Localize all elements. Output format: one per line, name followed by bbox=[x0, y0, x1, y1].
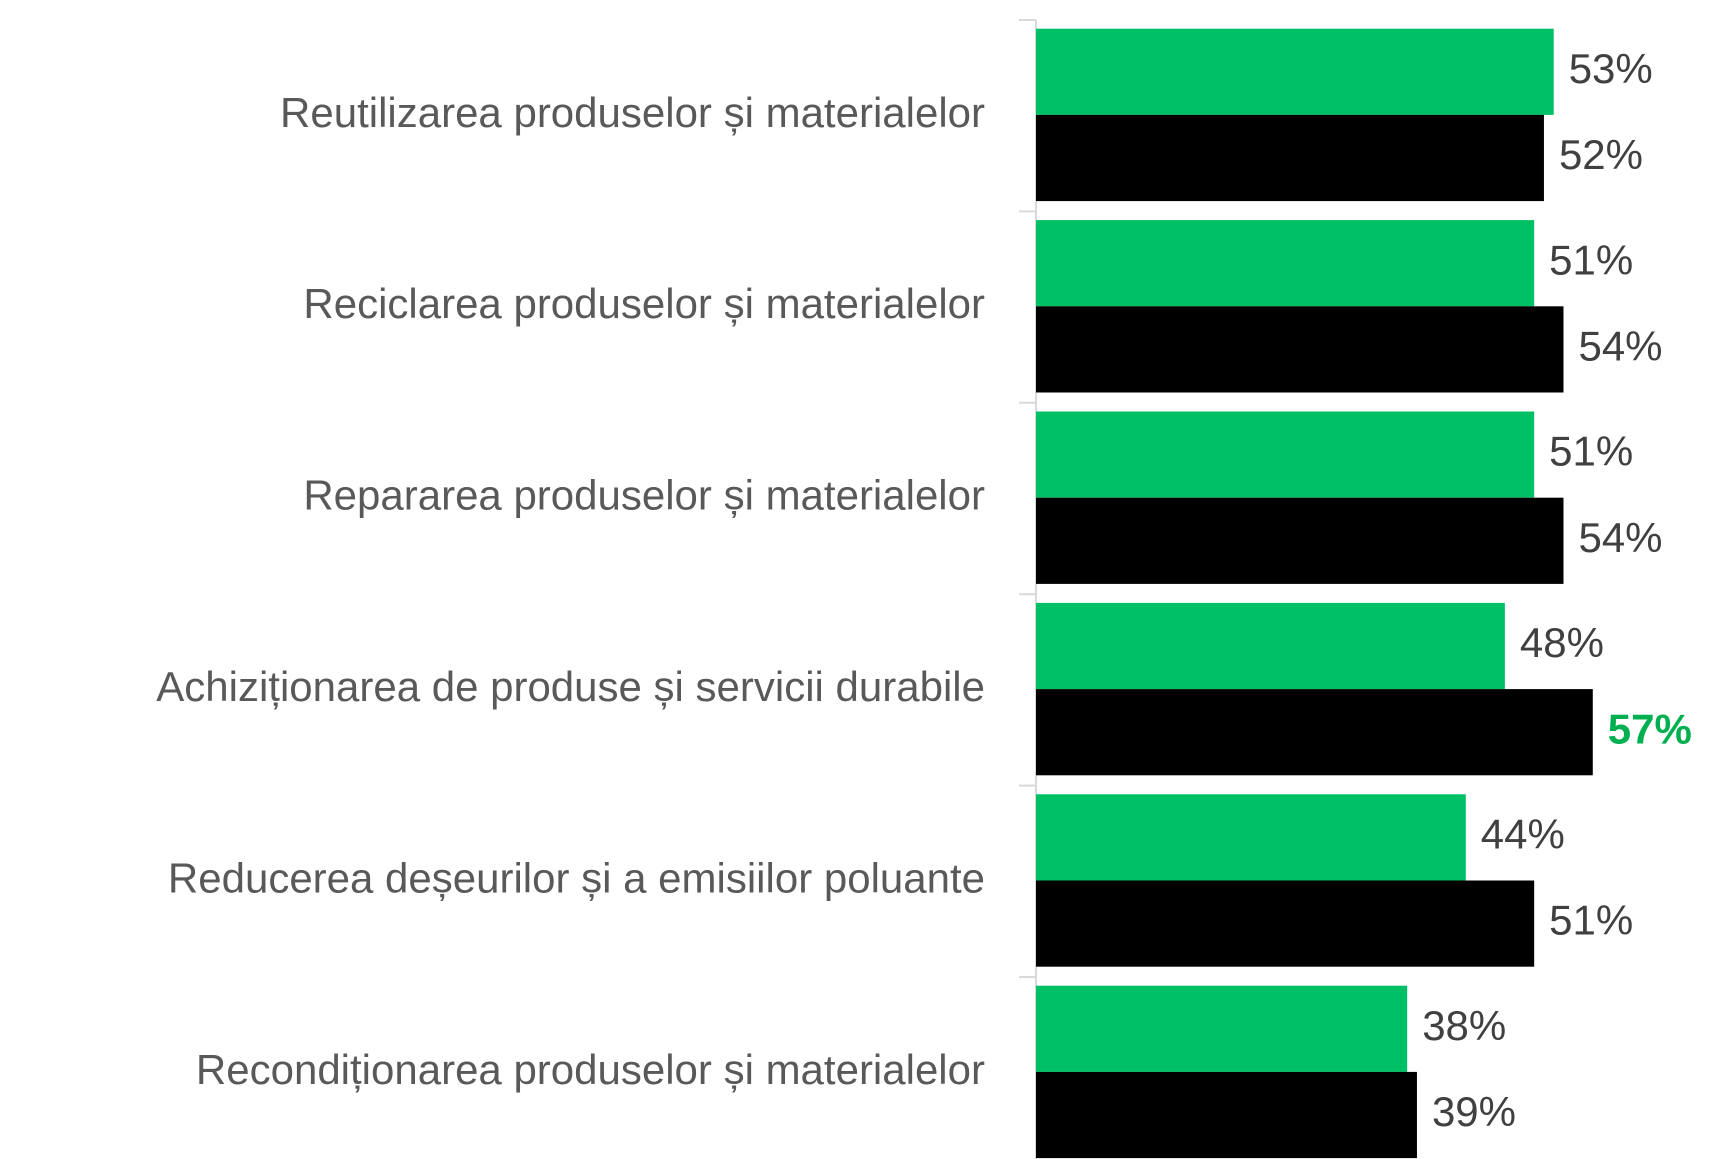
category-label: Repararea produselor și materialelor bbox=[303, 472, 985, 519]
bar bbox=[1036, 28, 1554, 115]
category-label: Reciclarea produselor și materialelor bbox=[303, 280, 985, 327]
value-label: 54% bbox=[1578, 514, 1662, 561]
category-label: Recondiționarea produselor și materialel… bbox=[196, 1046, 985, 1093]
value-label: 44% bbox=[1481, 810, 1565, 857]
value-label: 48% bbox=[1520, 619, 1604, 666]
value-label: 51% bbox=[1549, 897, 1633, 944]
value-label: 51% bbox=[1549, 236, 1633, 283]
value-label: 57% bbox=[1608, 705, 1692, 752]
value-label: 52% bbox=[1559, 131, 1643, 178]
value-label: 54% bbox=[1578, 322, 1662, 369]
bar bbox=[1036, 880, 1535, 967]
bar bbox=[1036, 411, 1535, 498]
bar bbox=[1036, 220, 1535, 307]
value-label: 51% bbox=[1549, 428, 1633, 475]
category-label: Achiziționarea de produse și servicii du… bbox=[156, 663, 985, 710]
value-label: 39% bbox=[1432, 1088, 1516, 1135]
bar bbox=[1036, 306, 1564, 393]
bar bbox=[1036, 985, 1408, 1072]
bar bbox=[1036, 1071, 1417, 1159]
bar bbox=[1036, 794, 1466, 881]
bar bbox=[1036, 497, 1564, 584]
value-label: 38% bbox=[1422, 1002, 1506, 1049]
bar bbox=[1036, 689, 1593, 776]
bar bbox=[1036, 114, 1544, 202]
bar bbox=[1036, 602, 1505, 690]
category-label: Reutilizarea produselor și materialelor bbox=[280, 89, 985, 136]
category-label: Reducerea deșeurilor și a emisiilor polu… bbox=[168, 854, 985, 901]
value-label: 53% bbox=[1569, 45, 1653, 92]
